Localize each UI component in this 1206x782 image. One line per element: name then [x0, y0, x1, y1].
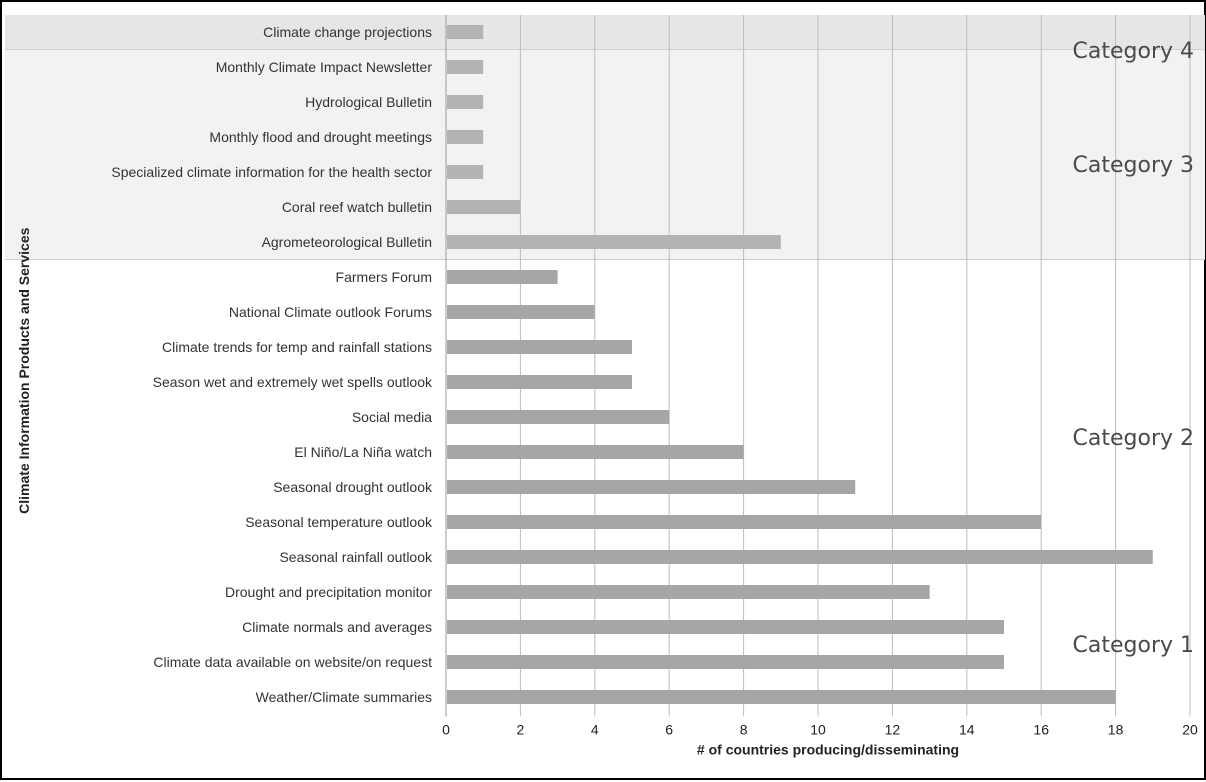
x-tick-label: 6: [665, 722, 673, 738]
category-label: Farmers Forum: [336, 269, 432, 285]
x-tick-label: 14: [959, 722, 975, 738]
bar: [447, 480, 856, 494]
x-axis-title: # of countries producing/disseminating: [697, 742, 959, 758]
category-label: Specialized climate information for the …: [111, 164, 432, 180]
bar: [447, 270, 558, 284]
category-label: Monthly flood and drought meetings: [209, 129, 432, 145]
group-label: Category 4: [1073, 39, 1194, 64]
category-label: Season wet and extremely wet spells outl…: [153, 374, 433, 390]
group-label: Category 2: [1073, 426, 1194, 451]
x-tick-label: 2: [517, 722, 525, 738]
x-tick-label: 4: [591, 722, 599, 738]
group-label: Category 3: [1073, 153, 1194, 178]
x-tick-labels: 0 2 4 6 8 10 12 14 16 18 20: [442, 722, 1198, 738]
category-label: Social media: [352, 409, 432, 425]
category-band: [5, 15, 1205, 50]
bar: [447, 340, 632, 354]
bar: [447, 655, 1004, 669]
bar: [447, 620, 1004, 634]
category-label: Seasonal temperature outlook: [245, 514, 433, 530]
y-axis-title: Climate Information Products and Service…: [16, 227, 32, 514]
bars: [447, 25, 1153, 704]
category-label: Coral reef watch bulletin: [282, 199, 432, 215]
bar: [447, 60, 484, 74]
category-label: Climate data available on website/on req…: [153, 654, 432, 670]
x-tick-label: 18: [1108, 722, 1124, 738]
category-label: Agrometeorological Bulletin: [262, 234, 432, 250]
bar: [447, 130, 484, 144]
category-band: [5, 49, 1205, 260]
category-label: Weather/Climate summaries: [256, 689, 432, 705]
x-tick-label: 0: [442, 722, 450, 738]
x-tick-label: 8: [740, 722, 748, 738]
category-label: El Niño/La Niña watch: [294, 444, 432, 460]
bar: [447, 690, 1116, 704]
bar: [447, 235, 781, 249]
group-labels: Category 4 Category 3 Category 2 Category 1: [1073, 39, 1194, 658]
group-label: Category 1: [1073, 633, 1194, 658]
category-label: Drought and precipitation monitor: [225, 584, 432, 600]
category-label: Seasonal rainfall outlook: [279, 549, 433, 565]
category-label: Climate change projections: [263, 24, 432, 40]
bar: [447, 410, 670, 424]
category-label: National Climate outlook Forums: [229, 304, 432, 320]
x-tick-label: 10: [810, 722, 826, 738]
bar: [447, 165, 484, 179]
bar: [447, 200, 521, 214]
gridlines: [445, 15, 1191, 717]
category-labels: Climate change projections Monthly Climat…: [111, 24, 433, 705]
x-tick-label: 20: [1182, 722, 1198, 738]
category-label: Seasonal drought outlook: [273, 479, 433, 495]
category-label: Climate trends for temp and rainfall sta…: [162, 339, 432, 355]
category-label: Climate normals and averages: [242, 619, 432, 635]
bar: [447, 585, 930, 599]
bar: [447, 550, 1153, 564]
bar: [447, 375, 632, 389]
bar: [447, 25, 484, 39]
bar: [447, 95, 484, 109]
category-bands: [5, 15, 1205, 260]
x-tick-label: 16: [1033, 722, 1049, 738]
x-tick-label: 12: [885, 722, 901, 738]
category-label: Monthly Climate Impact Newsletter: [216, 59, 433, 75]
bar: [447, 445, 744, 459]
bar: [447, 515, 1042, 529]
bar: [447, 305, 595, 319]
category-label: Hydrological Bulletin: [305, 94, 432, 110]
